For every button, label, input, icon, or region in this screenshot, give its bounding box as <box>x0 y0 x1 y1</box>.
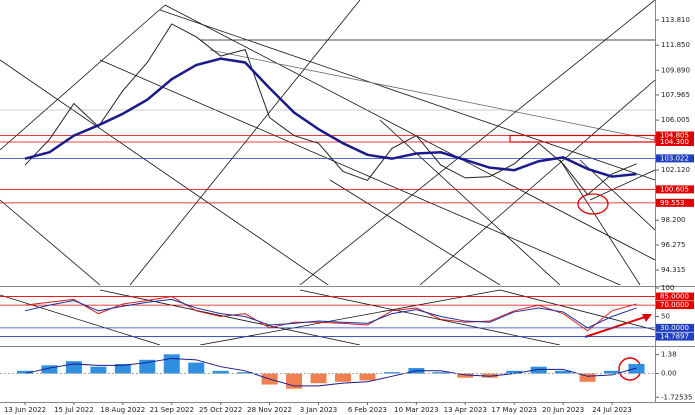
level-label-bg <box>656 154 694 163</box>
x-tick-label: 24 Jul 2023 <box>592 406 632 414</box>
level-label-bg <box>656 301 694 310</box>
level-label-bg <box>656 198 694 207</box>
histogram-bar <box>65 361 82 374</box>
level-label: 104.300 <box>660 138 689 146</box>
x-tick-label: 13 Jun 2022 <box>4 406 46 414</box>
histogram-bar <box>604 370 621 374</box>
y-tick-label: 109.890 <box>661 66 690 74</box>
x-tick-label: 10 Mar 2023 <box>394 406 438 414</box>
level-label: 100.605 <box>660 185 689 193</box>
x-tick-label: 21 Sep 2022 <box>150 406 194 414</box>
histogram-bar <box>237 372 254 374</box>
x-tick-label: 25 Oct 2022 <box>199 406 242 414</box>
y-tick-label: 1.38 <box>661 351 677 359</box>
level-label-bg <box>656 137 694 146</box>
series-line <box>24 57 637 178</box>
histogram-bar <box>163 354 180 374</box>
y-tick-label: 50 <box>661 313 670 321</box>
y-tick-label: 98.200 <box>661 216 686 224</box>
histogram-bar <box>457 373 474 378</box>
level-label: 30.0000 <box>660 324 689 332</box>
level-label-bg <box>656 131 694 140</box>
histogram-bar <box>481 373 498 378</box>
x-tick-label: 3 Jan 2023 <box>300 406 338 414</box>
level-label: 70.0000 <box>660 301 689 309</box>
histogram-bar <box>188 362 205 374</box>
histogram-bar <box>579 373 596 382</box>
histogram-bar <box>628 363 645 374</box>
level-label: 99.553 <box>660 199 685 207</box>
y-tick-label: 106.005 <box>661 116 690 124</box>
y-tick-label: 96.275 <box>661 241 686 249</box>
y-tick-label: 94.315 <box>661 266 686 274</box>
level-label-bg <box>656 323 694 332</box>
x-tick-label: 13 Apr 2023 <box>444 406 487 414</box>
histogram-bar <box>41 365 58 374</box>
x-tick-label: 28 Nov 2022 <box>247 406 292 414</box>
histogram-bar <box>310 373 327 384</box>
y-tick-label: 102.120 <box>661 166 690 174</box>
series-line <box>24 23 637 196</box>
level-label: 104.805 <box>660 132 689 140</box>
y-tick-label: 111.850 <box>661 41 690 49</box>
series-line <box>24 357 637 387</box>
histogram-bar <box>530 366 547 374</box>
y-tick-label: 107.965 <box>661 91 690 99</box>
level-label-bg <box>656 185 694 194</box>
histogram-bar <box>359 373 376 381</box>
x-tick-label: 6 Feb 2023 <box>348 406 387 414</box>
histogram-bar <box>506 370 523 374</box>
x-tick-label: 20 Jun 2023 <box>542 406 584 414</box>
trendlines <box>0 0 655 285</box>
level-label: 85.0000 <box>660 293 689 301</box>
histogram-bar <box>432 372 449 374</box>
histogram-bar <box>17 370 33 374</box>
annotation-circle <box>577 193 609 215</box>
annotation-arrow <box>584 315 649 338</box>
level-label-bg <box>656 292 694 301</box>
level-label-bg <box>656 332 694 341</box>
histogram-bar <box>555 370 572 374</box>
y-tick-label: 113.810 <box>661 16 690 24</box>
highlight-zone <box>509 134 656 143</box>
y-tick-label: -1.72535 <box>661 393 692 401</box>
level-label: 14.7897 <box>660 333 689 341</box>
series-line <box>24 298 637 329</box>
y-tick-label: 0.00 <box>661 370 677 378</box>
histogram-bar <box>114 363 131 374</box>
x-tick-label: 15 Jul 2022 <box>54 406 94 414</box>
x-tick-label: 17 May 2023 <box>491 406 537 414</box>
series-line <box>24 296 637 332</box>
histogram-bar <box>212 370 229 374</box>
x-tick-label: 18 Aug 2022 <box>100 406 145 414</box>
y-tick-label: 100 <box>661 284 674 292</box>
level-label: 103.022 <box>660 154 689 162</box>
histogram-bar <box>90 366 107 374</box>
histogram-bar <box>383 372 400 374</box>
histogram-bar <box>334 373 351 382</box>
arrow-head <box>642 314 652 322</box>
